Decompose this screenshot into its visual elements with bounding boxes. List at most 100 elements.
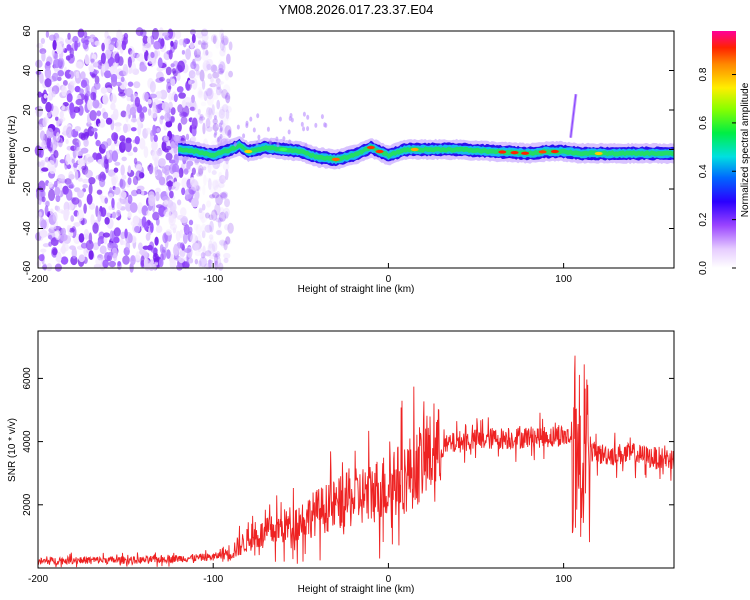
noise-blob (207, 51, 213, 59)
track-splatter (287, 129, 291, 135)
noise-blob (199, 211, 208, 223)
noise-blob (69, 245, 76, 250)
noise-blob (206, 112, 212, 118)
noise-blob (139, 64, 148, 72)
noise-blob (67, 32, 71, 40)
snr-y-ticks: 2000 4000 6000 (22, 367, 674, 516)
track-splatter (249, 116, 253, 122)
track-hotspot (498, 150, 507, 154)
noise-blob (217, 68, 225, 75)
noise-blob (142, 45, 147, 53)
noise-blob (65, 73, 72, 79)
noise-blob (65, 55, 71, 61)
noise-blob (179, 242, 185, 249)
noise-blob (113, 227, 121, 237)
noise-blob (130, 255, 136, 266)
colorbar-gradient (712, 31, 736, 268)
noise-blob (193, 223, 199, 231)
noise-blob (204, 224, 213, 233)
noise-blob (213, 71, 218, 80)
noise-blob (151, 27, 159, 40)
noise-blob (70, 255, 78, 266)
noise-blob (134, 225, 141, 233)
noise-blob (213, 184, 222, 194)
track-inner-band (178, 142, 674, 163)
noise-blob (206, 95, 214, 106)
noise-blob (56, 251, 62, 263)
noise-blob (143, 221, 149, 231)
noise-blob (208, 178, 212, 191)
noise-blob (61, 104, 66, 111)
noise-blob (179, 207, 187, 217)
noise-blob (161, 140, 167, 152)
noise-blob (146, 36, 152, 44)
noise-blob (216, 80, 225, 85)
track-splatter (323, 122, 327, 128)
noise-blob (113, 236, 120, 244)
colorbar-label: Normalized spectral amplitude (740, 82, 750, 217)
track-splatter (255, 140, 259, 146)
noise-blob (135, 251, 140, 261)
noise-blob (194, 159, 200, 171)
noise-blob (153, 134, 158, 143)
noise-blob (212, 79, 217, 90)
noise-blob (70, 215, 75, 222)
noise-blob (48, 189, 56, 201)
noise-blob (71, 197, 80, 205)
noise-blob (106, 212, 111, 218)
noise-blob (59, 159, 66, 164)
noise-blob (197, 86, 204, 95)
noise-blob (125, 241, 131, 251)
noise-blob (176, 199, 182, 206)
noise-blob (162, 232, 168, 244)
noise-blob (96, 110, 102, 117)
noise-blob (194, 54, 202, 62)
noise-blob (191, 94, 195, 104)
noise-blob (198, 164, 204, 175)
noise-blob (223, 257, 229, 264)
noise-blob (135, 163, 143, 172)
noise-blob (84, 169, 93, 178)
noise-blob (157, 157, 166, 167)
noise-blob (201, 33, 209, 42)
noise-blob (158, 258, 164, 268)
noise-blob (198, 117, 204, 124)
noise-blob (202, 166, 207, 171)
y-tick-label: 2000 (22, 493, 33, 516)
noise-blob (145, 127, 152, 135)
noise-blob (55, 132, 61, 142)
noise-blob (101, 42, 105, 52)
noise-blob (48, 34, 56, 41)
noise-blob (114, 161, 121, 166)
noise-blob (127, 81, 134, 87)
noise-blob (36, 105, 43, 117)
noise-blob (45, 114, 49, 124)
noise-blob (143, 259, 151, 271)
colorbar-tick-label: 0.4 (698, 164, 709, 178)
noise-blob (179, 111, 187, 118)
noise-blob (166, 81, 172, 94)
noise-blob (152, 211, 160, 221)
noise-blob (220, 33, 225, 44)
noise-blob (202, 245, 206, 258)
noise-blob (120, 164, 125, 176)
noise-blob (201, 203, 206, 211)
noise-blob (147, 108, 152, 116)
noise-blob (83, 31, 88, 39)
noise-blob (37, 124, 44, 131)
noise-blob (111, 197, 115, 209)
track-hotspot (510, 151, 519, 155)
noise-blob (92, 99, 100, 109)
noise-blob (57, 69, 65, 77)
noise-blob (121, 174, 127, 180)
noise-blob (149, 93, 157, 99)
noise-blob (208, 234, 214, 240)
noise-blob (162, 32, 170, 37)
track-splatter (288, 139, 292, 145)
noise-blob (161, 167, 167, 174)
noise-blob (209, 237, 214, 244)
noise-blob (202, 185, 206, 196)
noise-blob (206, 63, 212, 71)
noise-blob (219, 174, 227, 184)
noise-blob (45, 101, 52, 113)
